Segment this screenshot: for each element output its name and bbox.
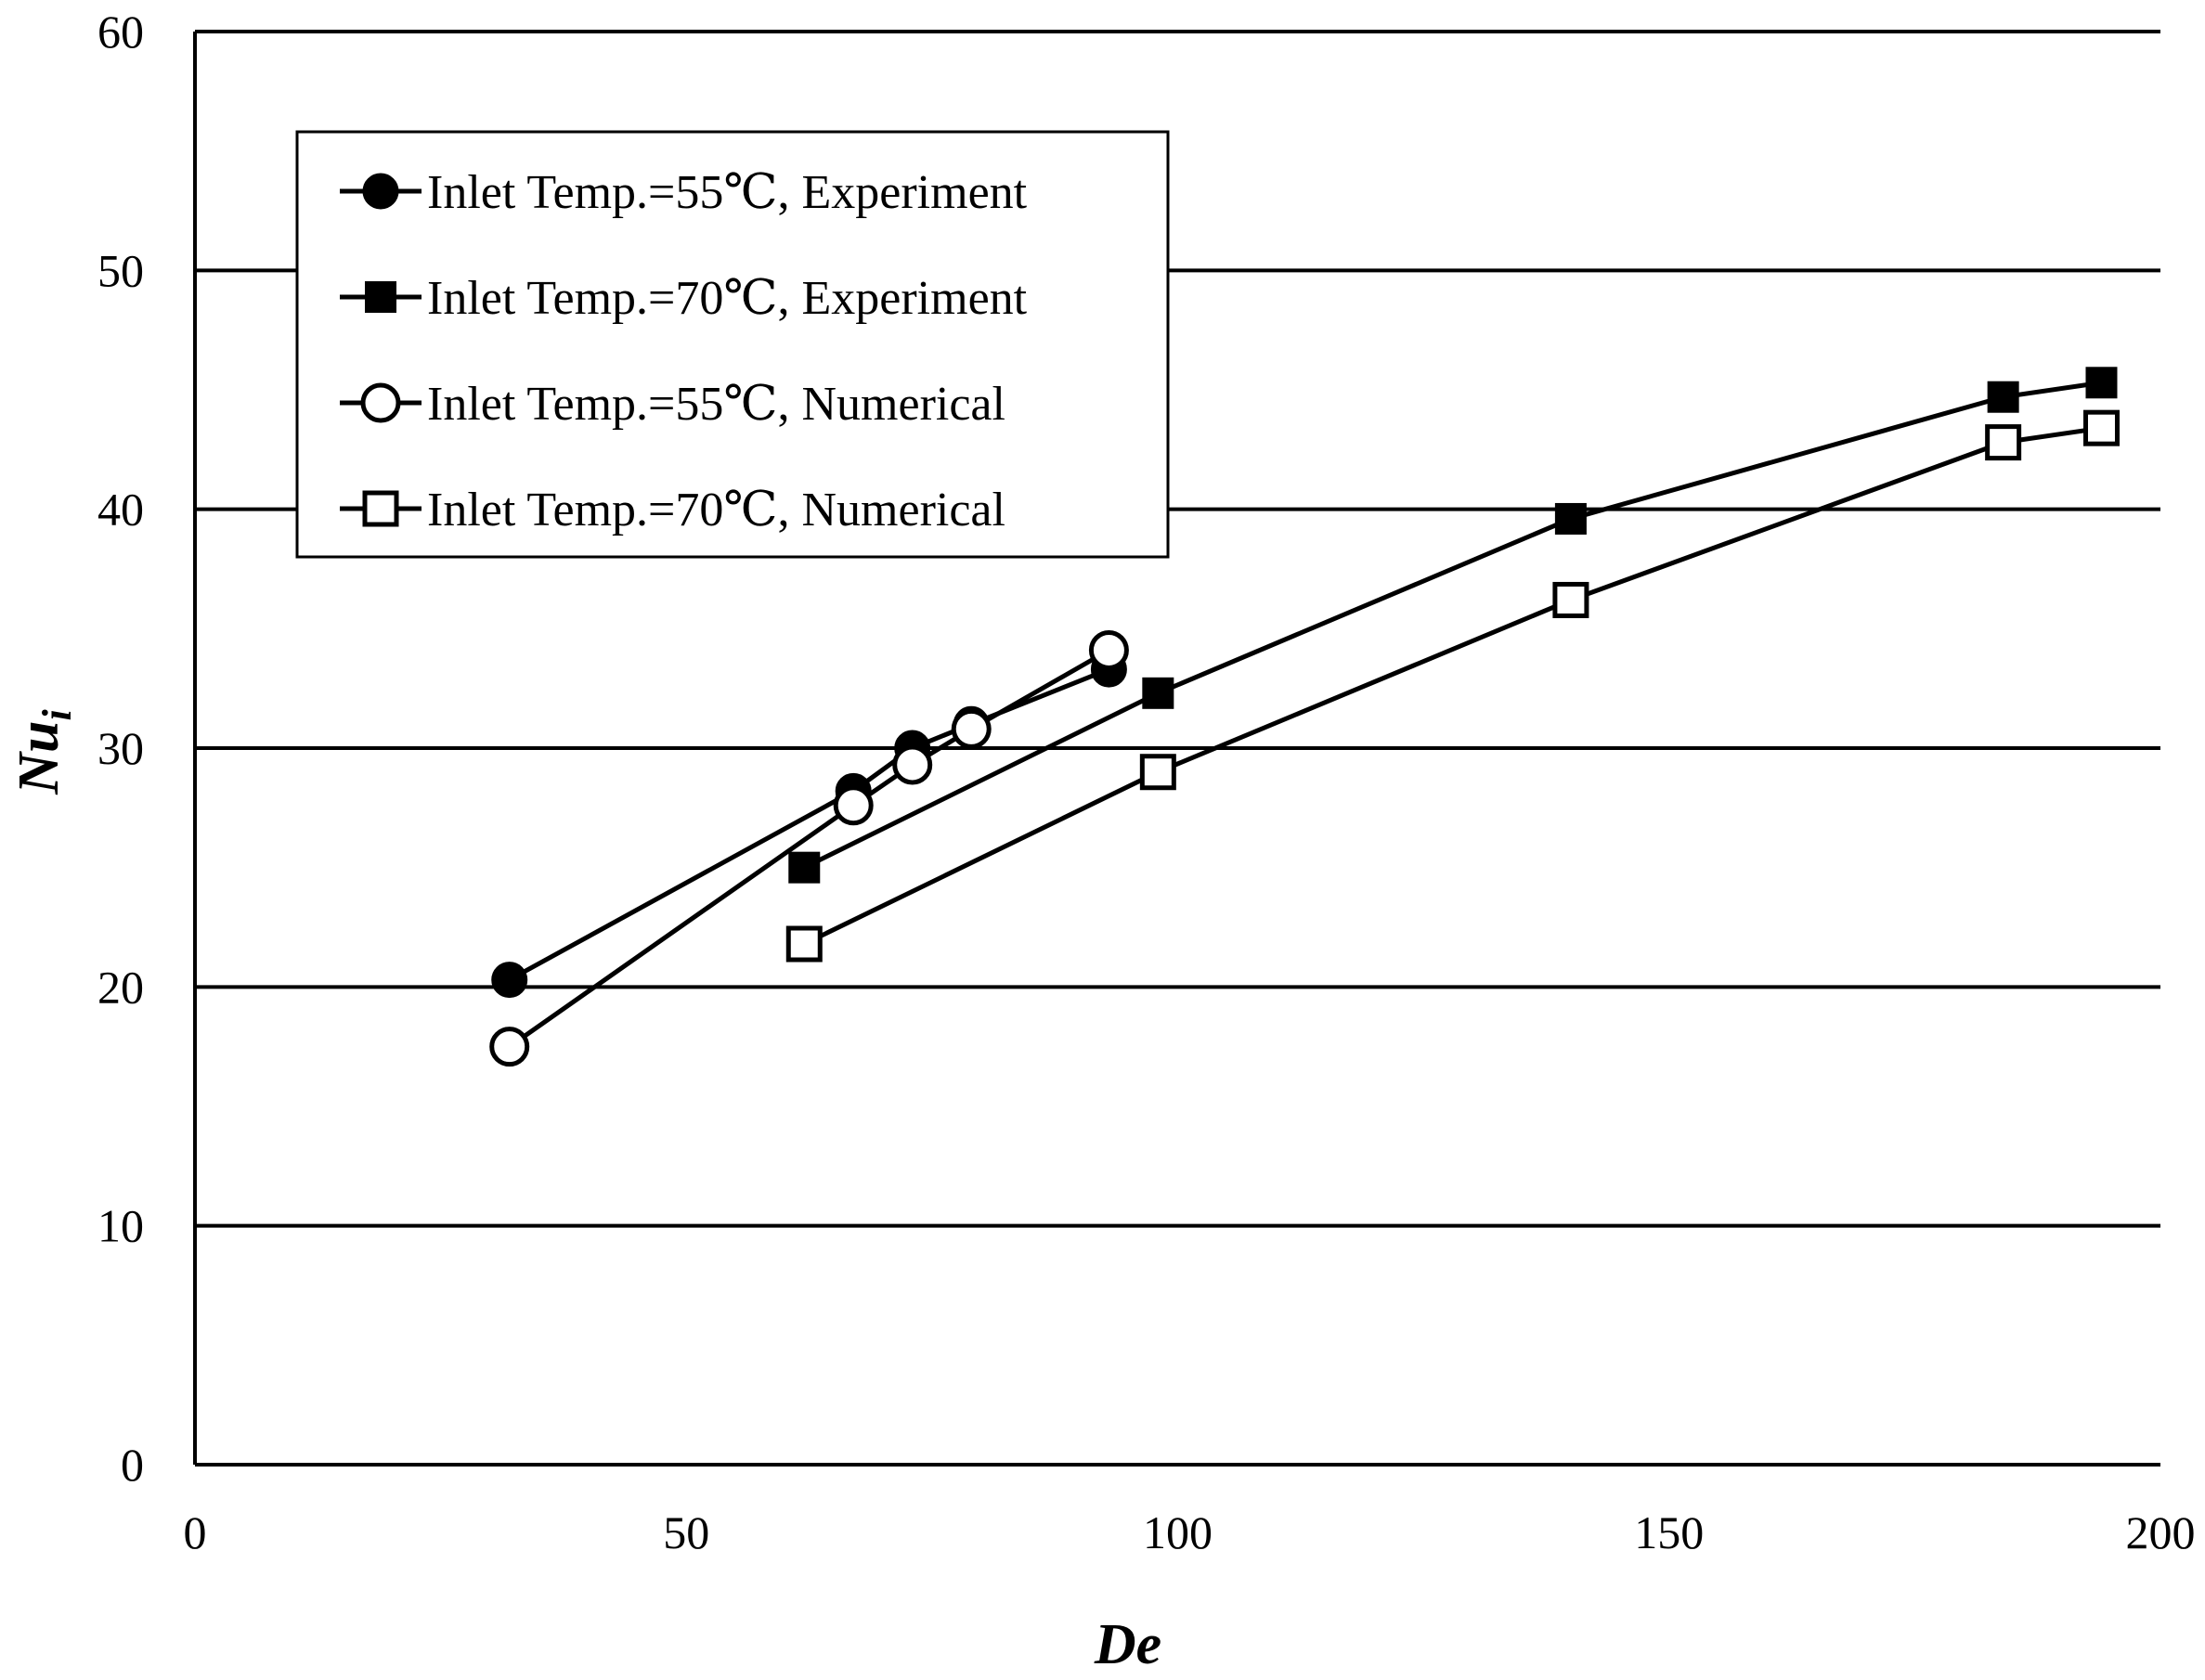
- data-point: [1554, 502, 1587, 535]
- y-tick-label: 40: [97, 484, 144, 536]
- x-tick-label: 0: [184, 1506, 207, 1558]
- legend: Inlet Temp.=55℃, Experiment Inlet Temp.=7…: [295, 130, 1170, 559]
- data-point: [1139, 754, 1176, 791]
- legend-marker: [365, 281, 396, 313]
- y-tick-label: 50: [97, 244, 144, 296]
- legend-entry: Inlet Temp.=55℃, Experiment: [340, 166, 1028, 219]
- y-axis-title-main: Nu: [7, 720, 71, 795]
- y-axis-title-subscript: i: [34, 708, 80, 720]
- data-point: [1142, 677, 1174, 709]
- legend-marker: [362, 173, 399, 210]
- y-axis-title: Nui: [7, 708, 80, 795]
- legend-label: Inlet Temp.=70℃, Numerical: [427, 484, 1005, 536]
- legend-entry: Inlet Temp.=55℃, Numerical: [340, 378, 1005, 431]
- legend-label: Inlet Temp.=55℃, Experiment: [427, 166, 1028, 219]
- data-point: [1987, 381, 2019, 413]
- axes: [193, 32, 2160, 1467]
- series-3: [489, 629, 1129, 1067]
- y-tick-label: 0: [121, 1439, 144, 1491]
- data-point: [2085, 367, 2118, 399]
- legend-box: [295, 130, 1170, 559]
- y-tick-label: 30: [97, 722, 144, 774]
- series-4: [785, 409, 2120, 963]
- legend-entry: Inlet Temp.=70℃, Numerical: [340, 484, 1005, 536]
- tick-labels: 0 10 20 30 40 50 60 0 50 100 150 200: [97, 6, 2196, 1558]
- legend-marker: [360, 382, 401, 423]
- data-point: [892, 744, 933, 785]
- data-point: [1088, 629, 1129, 670]
- y-tick-label: 20: [97, 961, 144, 1013]
- data-point: [489, 1027, 530, 1067]
- x-tick-label: 200: [2126, 1506, 2196, 1558]
- data-point: [491, 962, 528, 999]
- series-2: [788, 367, 2118, 884]
- legend-entry: Inlet Temp.=70℃, Experiment: [340, 272, 1028, 325]
- data-series: [489, 367, 2120, 1067]
- data-point: [1985, 424, 2022, 461]
- legend-label: Inlet Temp.=70℃, Experiment: [427, 272, 1028, 325]
- x-tick-label: 150: [1634, 1506, 1704, 1558]
- x-tick-label: 100: [1143, 1506, 1213, 1558]
- y-tick-label: 60: [97, 6, 144, 58]
- data-point: [788, 851, 821, 884]
- data-point: [833, 785, 874, 826]
- data-point: [1552, 581, 1589, 618]
- y-tick-label: 10: [97, 1200, 144, 1252]
- x-tick-label: 50: [663, 1506, 709, 1558]
- legend-label: Inlet Temp.=55℃, Numerical: [427, 378, 1005, 431]
- data-point: [785, 925, 823, 963]
- data-point: [2082, 409, 2120, 446]
- x-axis-title: De: [1094, 1613, 1161, 1676]
- legend-marker: [362, 490, 399, 527]
- data-point: [951, 708, 992, 749]
